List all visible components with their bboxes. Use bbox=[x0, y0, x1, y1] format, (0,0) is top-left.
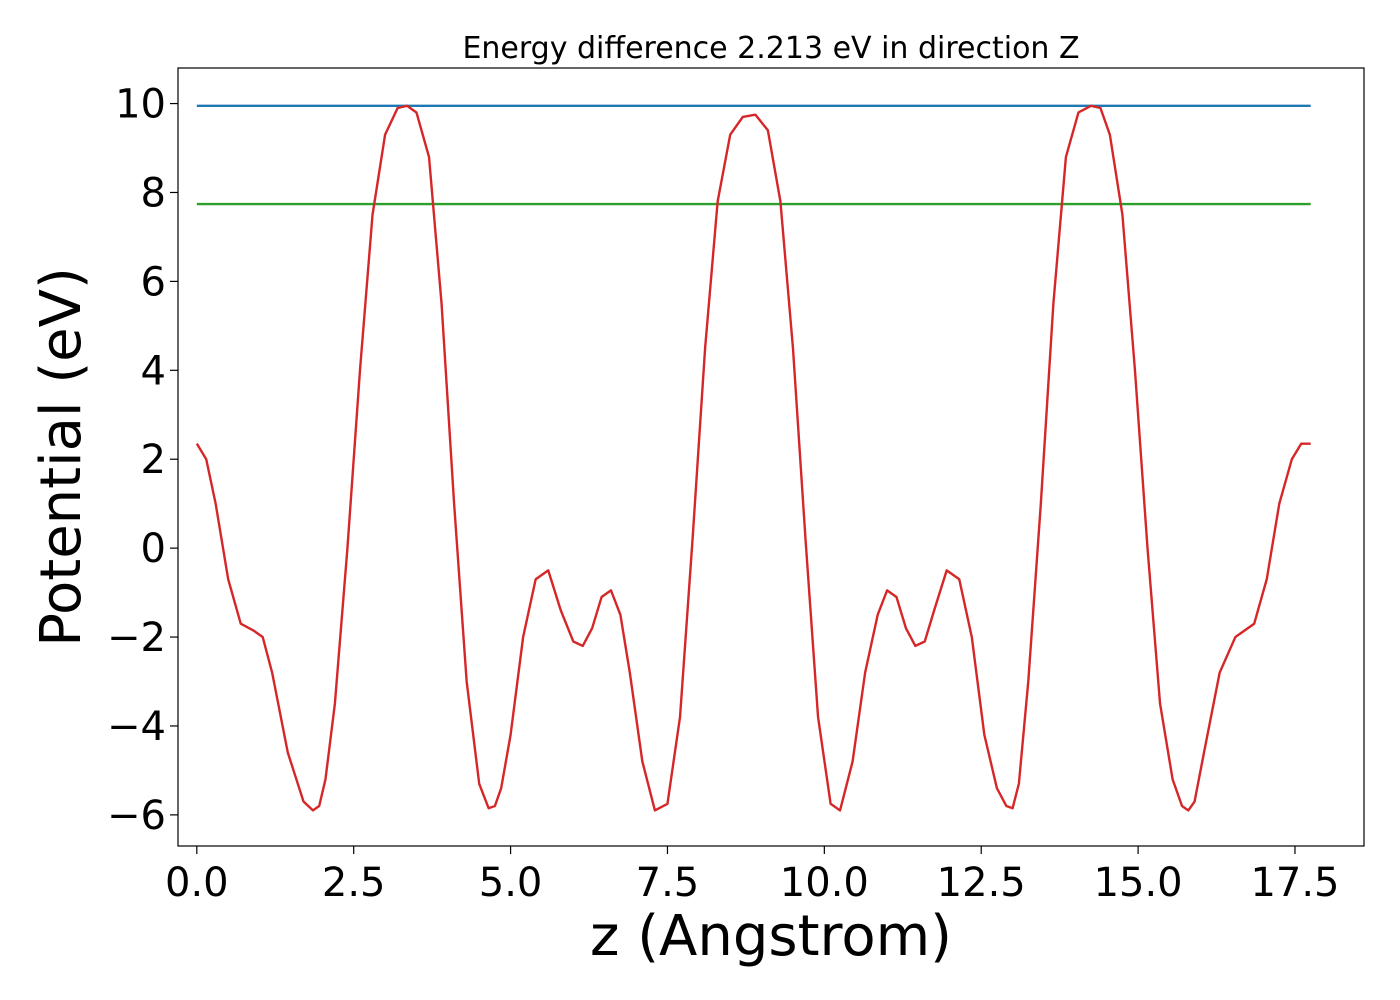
x-tick-label: 2.5 bbox=[322, 860, 386, 906]
y-tick-label: 0 bbox=[141, 526, 166, 572]
x-tick-label: 17.5 bbox=[1250, 860, 1339, 906]
y-tick-label: −6 bbox=[107, 793, 166, 839]
y-tick-label: −2 bbox=[107, 615, 166, 661]
y-tick-label: −4 bbox=[107, 704, 166, 750]
chart-title: Energy difference 2.213 eV in direction … bbox=[462, 31, 1079, 66]
plot-frame bbox=[177, 67, 1365, 847]
x-axis-label: z (Angstrom) bbox=[590, 904, 952, 969]
x-tick-label: 5.0 bbox=[479, 860, 543, 906]
x-tick-label: 10.0 bbox=[780, 860, 869, 906]
y-tick-label: 10 bbox=[115, 82, 166, 128]
y-axis-ticks: −6 −4 −2 0 2 4 6 8 10 bbox=[107, 82, 178, 839]
plot-area bbox=[195, 104, 1311, 812]
x-tick-label: 7.5 bbox=[636, 860, 700, 906]
x-tick-label: 12.5 bbox=[937, 860, 1026, 906]
y-tick-label: 4 bbox=[141, 348, 166, 394]
y-tick-label: 6 bbox=[141, 259, 166, 305]
x-tick-label: 0.0 bbox=[165, 860, 229, 906]
potential-curve bbox=[195, 104, 1311, 812]
y-axis-label: Potential (eV) bbox=[29, 267, 94, 647]
x-tick-label: 15.0 bbox=[1094, 860, 1183, 906]
y-tick-label: 2 bbox=[141, 437, 166, 483]
y-tick-label: 8 bbox=[141, 170, 166, 216]
x-axis-ticks: 0.0 2.5 5.0 7.5 10.0 12.5 15.0 17.5 bbox=[165, 846, 1340, 906]
